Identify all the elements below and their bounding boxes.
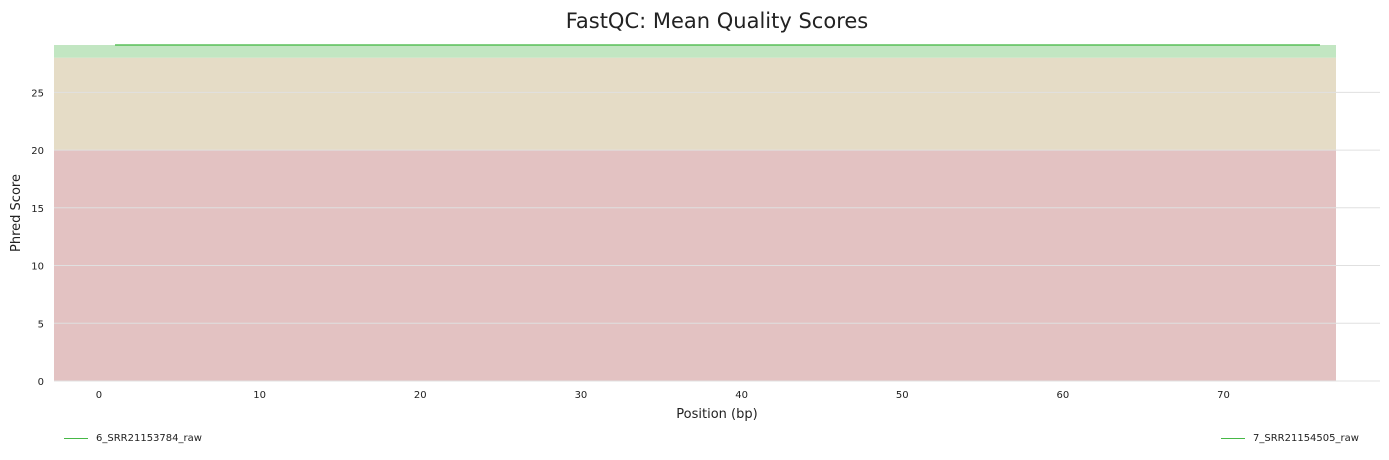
x-tick-label: 10: [253, 390, 266, 401]
chart-title: FastQC: Mean Quality Scores: [566, 9, 869, 33]
y-tick-label: 25: [31, 88, 44, 99]
x-tick-label: 50: [896, 390, 909, 401]
x-tick-label: 0: [96, 390, 102, 401]
y-tick-label: 20: [31, 146, 44, 157]
x-tick-label: 60: [1057, 390, 1070, 401]
x-tick-label: 20: [414, 390, 427, 401]
y-tick-label: 5: [38, 319, 44, 330]
y-tick-label: 0: [38, 377, 44, 388]
quality-band: [54, 45, 1336, 58]
legend-label: 7_SRR21154505_raw: [1253, 433, 1359, 444]
y-tick-label: 15: [31, 204, 44, 215]
legend-line-icon: [64, 438, 88, 439]
legend-label: 6_SRR21153784_raw: [96, 433, 202, 444]
y-tick-label: 10: [31, 262, 44, 273]
legend-item[interactable]: 6_SRR21153784_raw: [64, 433, 202, 444]
x-tick-label: 40: [735, 390, 748, 401]
legend-line-icon: [1221, 438, 1245, 439]
x-tick-label: 70: [1217, 390, 1230, 401]
quality-band: [54, 57, 1336, 151]
y-axis-label: Phred Score: [9, 174, 24, 252]
x-tick-label: 30: [575, 390, 588, 401]
x-axis-label: Position (bp): [676, 407, 757, 422]
legend-item[interactable]: 7_SRR21154505_raw: [1221, 433, 1359, 444]
